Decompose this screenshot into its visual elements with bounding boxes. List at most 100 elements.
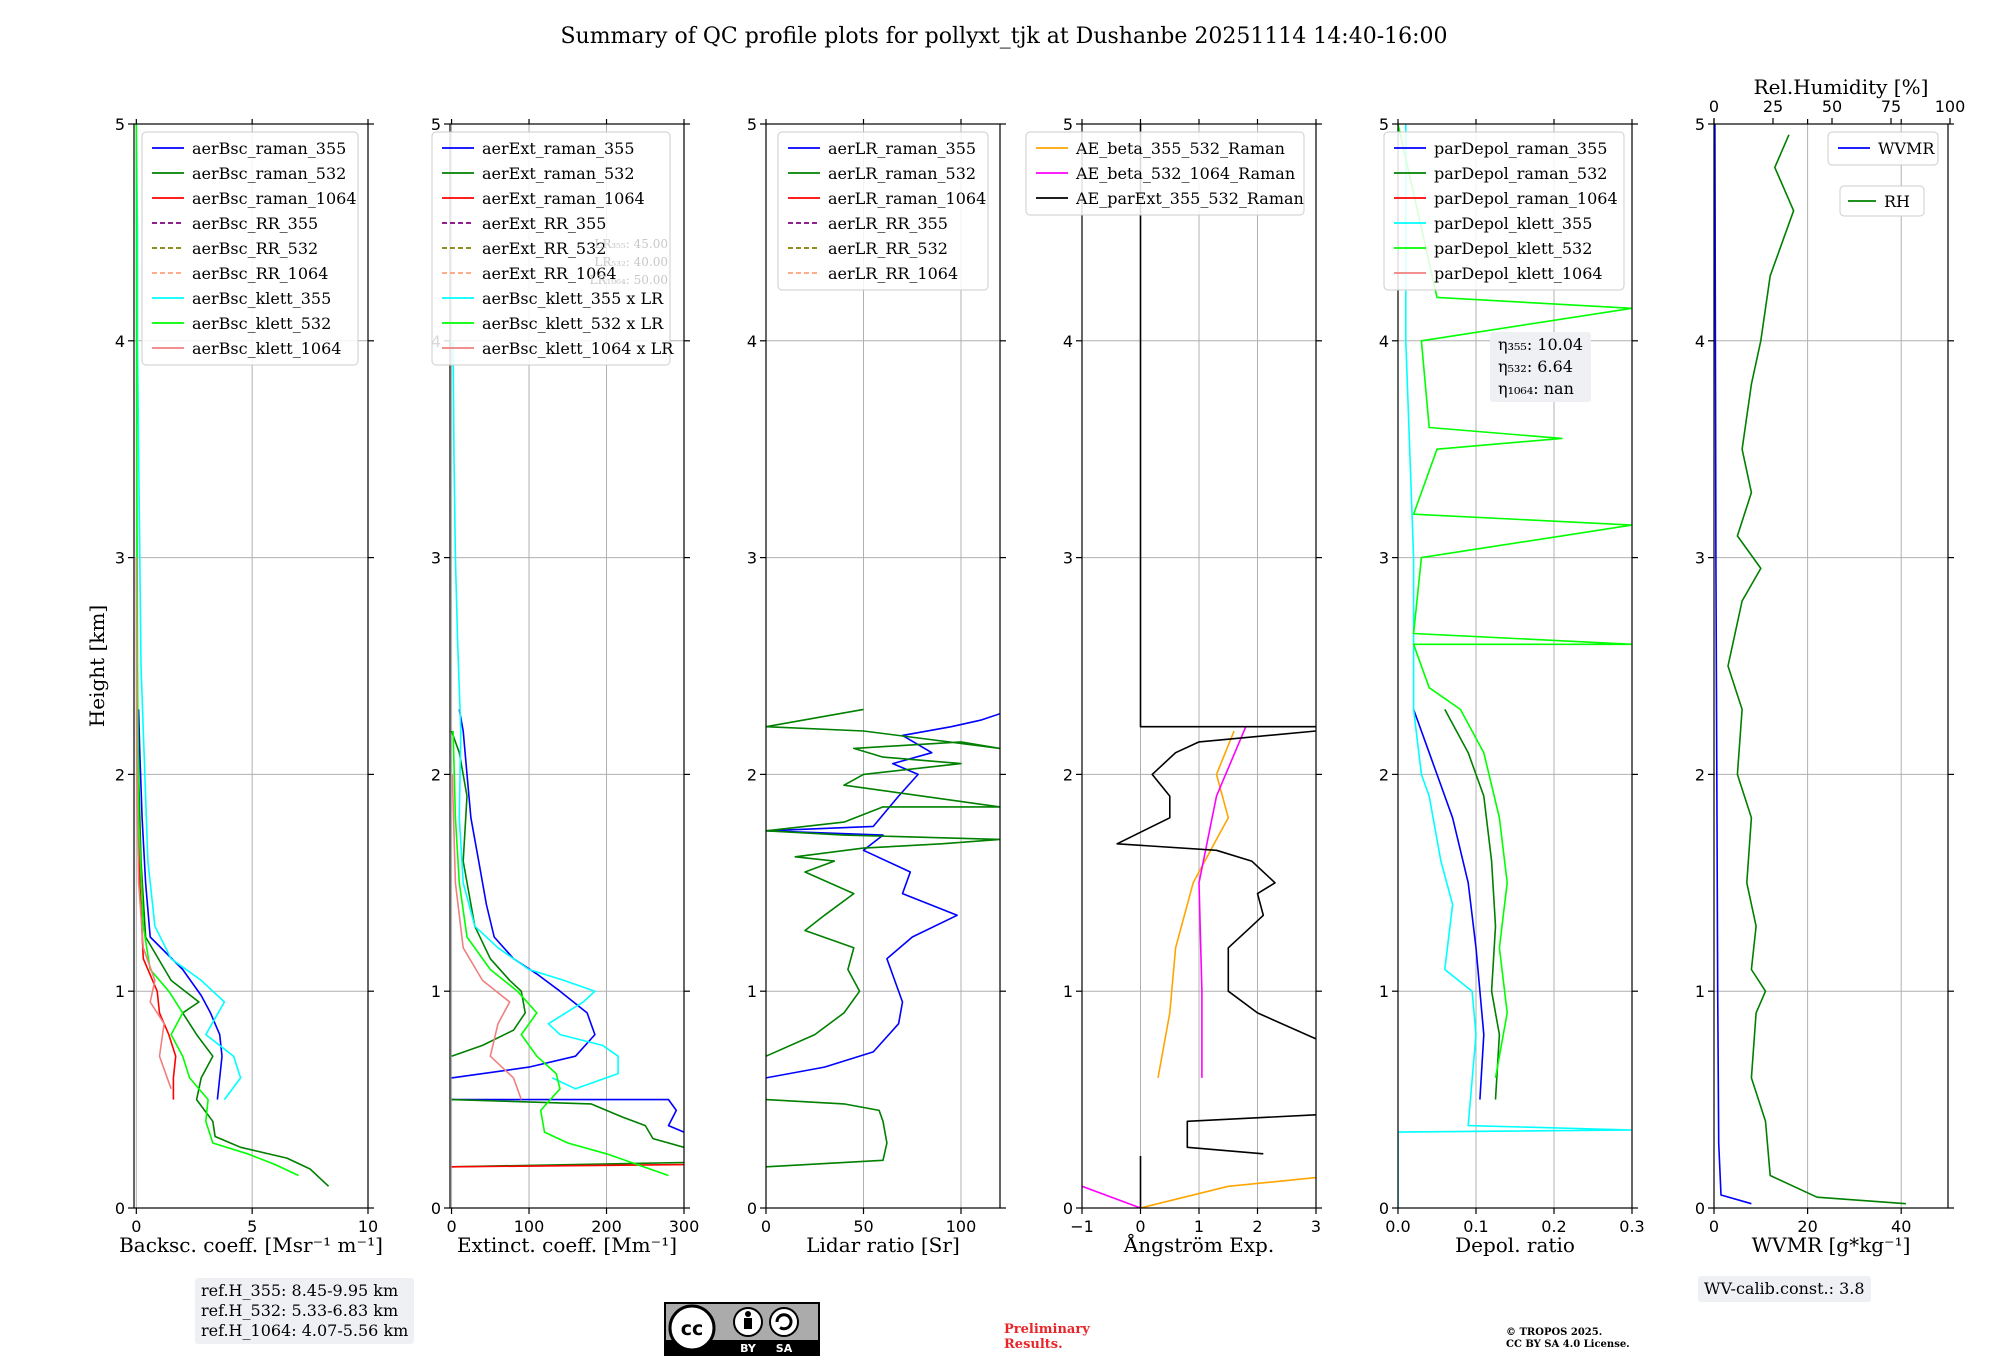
wv-calib-const: WV-calib.const.: 3.8 xyxy=(1704,1279,1865,1298)
series-aerBsc_klett_532 xyxy=(135,124,299,1177)
legend-frame xyxy=(1839,185,1925,217)
y-tick-label: 0 xyxy=(431,1199,441,1218)
x-tick-label: 0 xyxy=(1135,1217,1145,1236)
legend-label: aerBsc_raman_355 xyxy=(192,139,346,158)
legend-label: aerExt_RR_532 xyxy=(482,239,606,258)
y-tick-label: 3 xyxy=(1379,549,1389,568)
x-axis-label: Ångström Exp. xyxy=(1123,1232,1274,1257)
legend-label: aerLR_raman_532 xyxy=(828,164,976,183)
y-tick-label: 3 xyxy=(1063,549,1073,568)
x-tick-label: 20 xyxy=(1797,1217,1817,1236)
top-x-tick-label: 0 xyxy=(1709,97,1719,116)
legend-label: RH xyxy=(1884,192,1910,211)
y-tick-label: 5 xyxy=(747,115,757,134)
legend-label: parDepol_klett_1064 xyxy=(1434,264,1603,283)
figure-title: Summary of QC profile plots for pollyxt_… xyxy=(560,24,1447,49)
legend-label: aerExt_raman_355 xyxy=(482,139,635,158)
x-tick-label: 0.0 xyxy=(1385,1217,1410,1236)
y-tick-label: 2 xyxy=(747,765,757,784)
x-tick-label: 200 xyxy=(591,1217,622,1236)
lidar-ratio-label: LR₅₃₂: 40.00 xyxy=(594,255,668,269)
copyright-note: © TROPOS 2025. CC BY SA 4.0 License. xyxy=(1506,1327,1630,1351)
series-aerExt_raman_532_low xyxy=(451,1098,684,1149)
y-tick-label: 2 xyxy=(1379,765,1389,784)
preliminary-line-1: Preliminary xyxy=(1004,1322,1090,1337)
x-tick-label: 0.2 xyxy=(1541,1217,1566,1236)
series-aerExt_raman_355_low xyxy=(451,1098,684,1133)
series-aerBsc_klett_355 x LR xyxy=(452,340,619,1090)
y-tick-label: 1 xyxy=(115,982,125,1001)
legend-label: parDepol_klett_532 xyxy=(1434,239,1592,258)
sa-icon xyxy=(769,1307,799,1337)
y-tick-label: 2 xyxy=(1695,765,1705,784)
y-tick-label: 2 xyxy=(431,765,441,784)
y-tick-label: 1 xyxy=(1379,982,1389,1001)
copyright-line-2: CC BY SA 4.0 License. xyxy=(1506,1339,1630,1350)
legend-label: aerBsc_RR_532 xyxy=(192,239,318,258)
legend-label: aerBsc_RR_355 xyxy=(192,214,318,233)
series-AE_parExt_355_532_Raman xyxy=(1116,730,1316,1040)
x-axis-label: WVMR [g*kg⁻¹] xyxy=(1752,1233,1911,1257)
eta-532: η₅₃₂: 6.64 xyxy=(1498,357,1573,376)
y-tick-label: 5 xyxy=(1379,115,1389,134)
wv-calib-box: WV-calib.const.: 3.8 xyxy=(1698,1276,1871,1302)
legend: parDepol_raman_355 parDepol_raman_532 parD… xyxy=(1383,131,1625,291)
series-aerLR_raman_355 xyxy=(766,712,1000,1079)
legend-label: parDepol_raman_1064 xyxy=(1434,189,1618,208)
y-tick-label: 1 xyxy=(747,982,757,1001)
y-tick-label: 0 xyxy=(747,1199,757,1218)
series-aerExt_raman_532 xyxy=(450,730,526,1057)
x-tick-label: 0 xyxy=(446,1217,456,1236)
reference-height-box: ref.H_355: 8.45-9.95 km ref.H_532: 5.33-… xyxy=(195,1278,415,1344)
series-aerBsc_raman_532 xyxy=(136,709,330,1187)
series-AE_beta_355_532_Raman xyxy=(1157,730,1235,1079)
y-tick-label: 4 xyxy=(1063,332,1073,351)
x-axis-label: Lidar ratio [Sr] xyxy=(806,1233,960,1257)
panel-3: 0 50 100 0 1 2 3 4 5 Lidar ratio [Sr] aerLR_raman_… xyxy=(747,115,1006,1257)
y-tick-label: 2 xyxy=(1063,765,1073,784)
eta-box: η₃₅₅: 10.04 η₅₃₂: 6.64 η₁₀₆₄: nan xyxy=(1490,332,1592,402)
legend-label: aerBsc_raman_532 xyxy=(192,164,346,183)
x-tick-label: 300 xyxy=(669,1217,700,1236)
y-tick-label: 0 xyxy=(1063,1199,1073,1218)
x-tick-label: 40 xyxy=(1891,1217,1911,1236)
series-AE_beta_532_1064_Raman_low xyxy=(1082,1185,1141,1208)
axes-frame xyxy=(449,123,685,1209)
series-aerBsc_klett_1064 xyxy=(135,557,172,1090)
series-aerBsc_klett_532 x LR xyxy=(452,730,669,1177)
cc-license-badge: cc BY SA xyxy=(664,1302,820,1356)
series-AE_parExt_355_532_Raman_top xyxy=(1139,124,1316,728)
by-label: BY xyxy=(740,1342,757,1355)
legend-label: aerBsc_klett_355 x LR xyxy=(482,289,664,308)
sa-label: SA xyxy=(776,1342,793,1355)
x-tick-label: 0 xyxy=(131,1217,141,1236)
legend-label: aerBsc_klett_1064 x LR xyxy=(482,339,674,358)
legend-label: WVMR xyxy=(1878,139,1935,158)
legend-label: parDepol_raman_532 xyxy=(1434,164,1607,183)
y-tick-label: 1 xyxy=(1063,982,1073,1001)
y-tick-label: 5 xyxy=(1695,115,1705,134)
x-tick-label: 5 xyxy=(247,1217,257,1236)
series-aerBsc_raman_355 xyxy=(137,709,223,1100)
x-tick-label: 100 xyxy=(946,1217,977,1236)
x-tick-label: 1 xyxy=(1194,1217,1204,1236)
x-tick-label: 3 xyxy=(1311,1217,1321,1236)
legend-label: aerExt_raman_532 xyxy=(482,164,635,183)
y-tick-label: 4 xyxy=(1379,332,1389,351)
y-tick-label: 0 xyxy=(1379,1199,1389,1218)
series-AE_parExt_355_532_Raman_low xyxy=(1186,1114,1316,1155)
legend-label: aerBsc_klett_355 xyxy=(192,289,331,308)
legend-frame xyxy=(1025,131,1305,216)
legend-label: aerExt_raman_1064 xyxy=(482,189,645,208)
panel-2: 0100200300012345Extinct. coeff. [Mm⁻¹]ae… xyxy=(431,115,699,1257)
legend-label: AE_beta_355_532_Raman xyxy=(1075,139,1285,158)
y-tick-label: 5 xyxy=(431,115,441,134)
y-tick-label: 1 xyxy=(1695,982,1705,1001)
series-parDepol_klett_355 xyxy=(1398,124,1632,1208)
series-WVMR xyxy=(1714,124,1752,1205)
x-tick-label: 50 xyxy=(853,1217,873,1236)
